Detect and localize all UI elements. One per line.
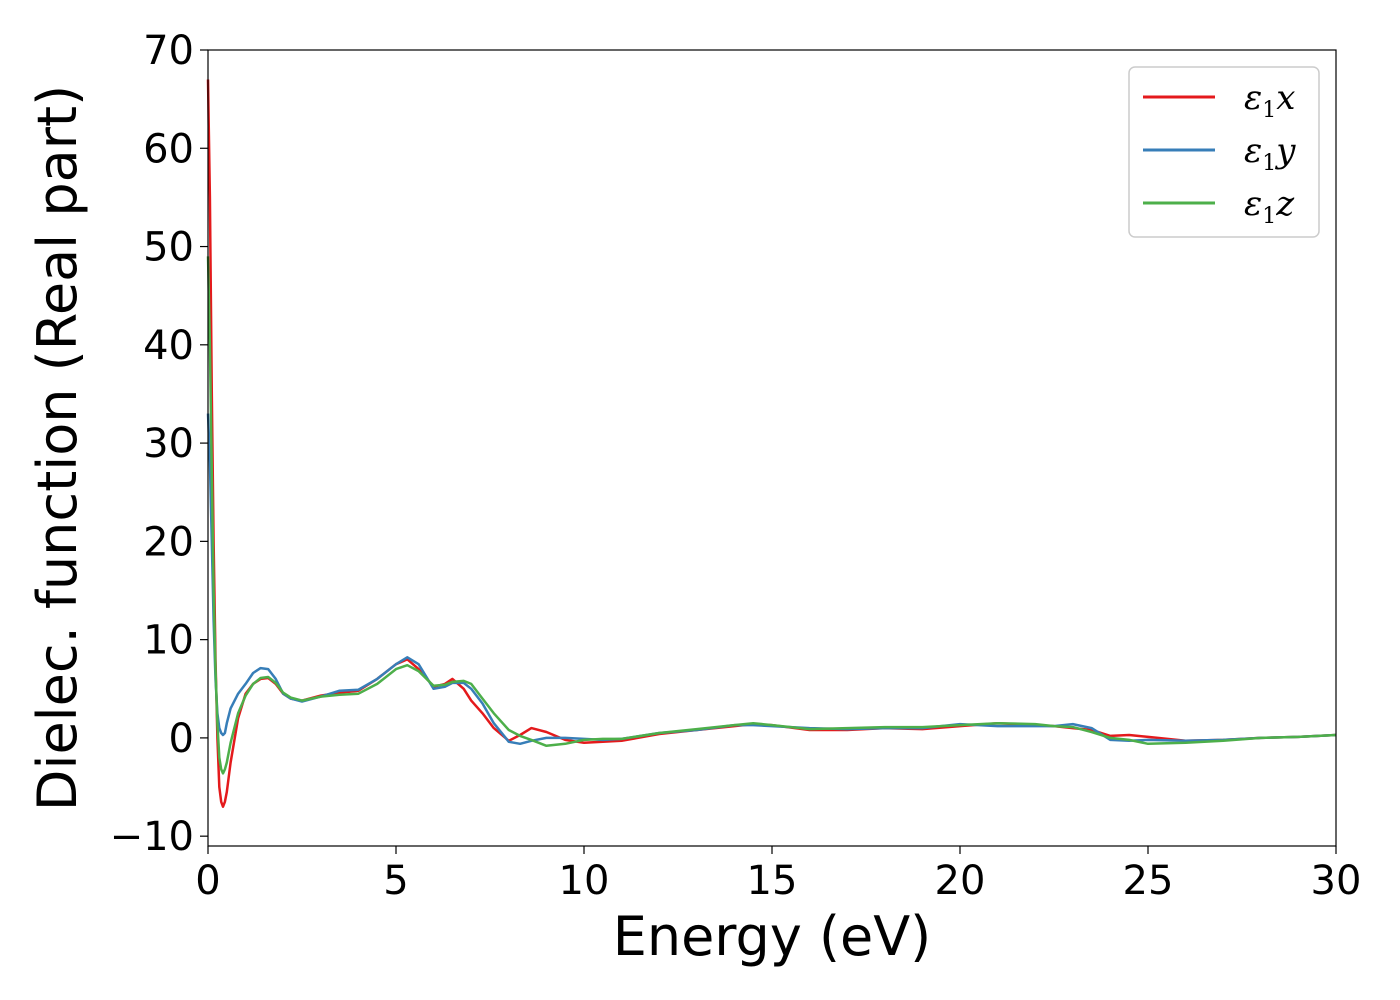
- y-tick-label: 50: [143, 225, 194, 271]
- y-tick-label: 0: [169, 716, 194, 762]
- x-axis-label: Energy (eV): [613, 905, 932, 968]
- legend-label-y: ε1y: [1244, 131, 1296, 176]
- y-tick-label: 70: [143, 28, 194, 74]
- x-tick-label: 10: [559, 858, 610, 904]
- y-tick-label: −10: [110, 814, 194, 860]
- legend-label-x: ε1x: [1244, 78, 1295, 123]
- y-tick-label: 60: [143, 126, 194, 172]
- series-line-z: [206, 256, 1337, 775]
- y-axis-label: Dielec. function (Real part): [26, 85, 89, 811]
- y-tick-label: 20: [143, 519, 194, 565]
- legend-frame: [1128, 66, 1320, 238]
- y-tick-label: 40: [143, 323, 194, 369]
- y-axis-ticks: −10 0 10 20 30 40 50 60 70: [110, 28, 208, 860]
- x-tick-label: 15: [747, 858, 798, 904]
- series-layer: [206, 79, 1337, 808]
- x-tick-label: 0: [195, 858, 220, 904]
- legend: ε1x ε1y ε1z: [1128, 66, 1320, 238]
- x-axis-ticks: 0 5 10 15 20 25 30: [195, 846, 1361, 904]
- x-tick-label: 25: [1123, 858, 1174, 904]
- y-tick-label: 30: [143, 421, 194, 467]
- legend-label-z: ε1z: [1244, 184, 1295, 229]
- x-tick-label: 5: [383, 858, 408, 904]
- series-line-y: [206, 413, 1337, 746]
- y-tick-label: 10: [143, 618, 194, 664]
- x-tick-label: 30: [1311, 858, 1362, 904]
- x-tick-label: 20: [935, 858, 986, 904]
